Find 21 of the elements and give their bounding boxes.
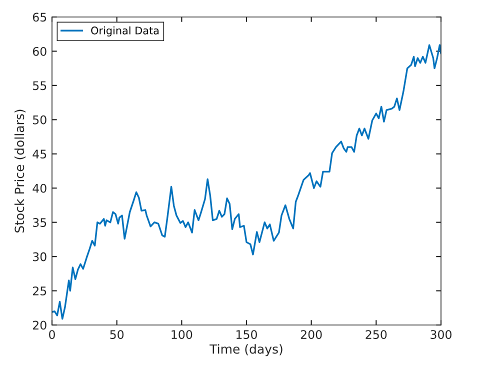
x-tick-label: 50 (110, 330, 124, 339)
y-tick-label: 20 (32, 320, 46, 330)
x-tick-label: 0 (49, 330, 55, 339)
x-tick-label: 250 (366, 330, 387, 339)
line-series (52, 44, 441, 320)
y-tick-label: 60 (32, 46, 46, 56)
x-tick-label: 150 (236, 330, 257, 339)
y-axis-title: Stock Price (dollars) (14, 110, 26, 232)
y-tick-label: 45 (32, 150, 46, 159)
x-tick-label: 200 (300, 330, 322, 339)
y-tick-label: 35 (33, 218, 46, 227)
legend-label: Original Data (91, 26, 159, 36)
y-tick-label: 40 (32, 184, 46, 193)
y-tick-label: 65 (32, 12, 46, 22)
x-tick-label: 300 (430, 330, 452, 339)
x-axis-title: Time (days) (210, 344, 282, 356)
y-tick-label: 55 (33, 81, 46, 90)
x-tick-label: 100 (172, 330, 192, 339)
y-tick-label: 50 (33, 115, 46, 124)
y-tick-label: 30 (33, 252, 46, 262)
y-tick-label: 25 (32, 286, 46, 296)
